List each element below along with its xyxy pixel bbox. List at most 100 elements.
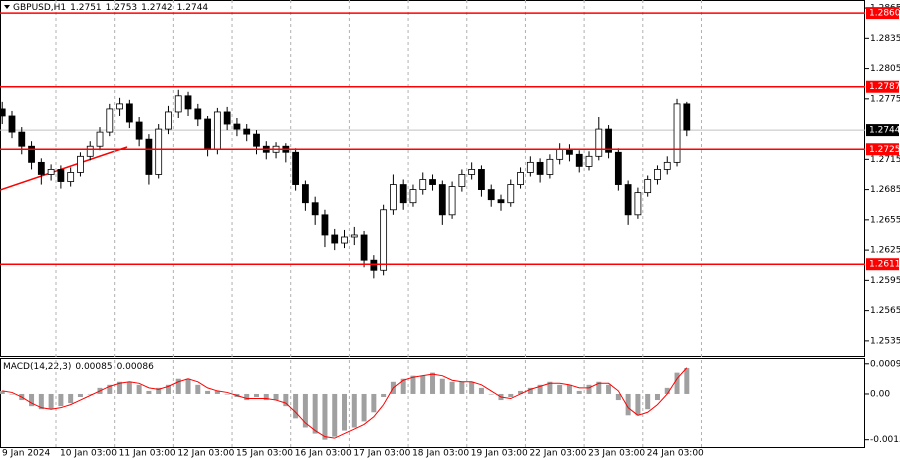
- candle-body: [213, 111, 221, 150]
- macd-bar: [293, 393, 299, 419]
- candle-body: [458, 174, 466, 187]
- macd-bar: [635, 393, 641, 416]
- macd-bar: [312, 393, 318, 434]
- candle-body: [86, 145, 94, 157]
- macd-bar: [302, 393, 308, 428]
- macd-bar: [576, 390, 582, 394]
- x-tick-label: 24 Jan 03:00: [647, 449, 704, 459]
- quote-close: 1.2744: [177, 3, 209, 13]
- signal-line: [2, 367, 688, 439]
- y-tick-label: 1.2565: [870, 306, 900, 316]
- macd-bar: [0, 390, 5, 394]
- macd-bar: [508, 393, 514, 398]
- x-tick-label: 15 Jan 03:00: [236, 449, 293, 459]
- macd-value: 0.00085: [75, 362, 112, 372]
- macd-bar: [68, 393, 74, 404]
- macd-bar: [165, 384, 171, 394]
- x-tick-label: 18 Jan 03:00: [412, 449, 469, 459]
- y-tick-label: 1.2685: [870, 185, 900, 195]
- candle-body: [390, 184, 397, 211]
- signal-value: 0.00086: [117, 362, 154, 372]
- macd-bar: [615, 393, 621, 401]
- macd-bar: [332, 393, 338, 437]
- y-tick-label: 0.00: [870, 389, 890, 399]
- candle-body: [644, 179, 652, 194]
- macd-bar: [156, 387, 162, 394]
- candle-body: [683, 103, 691, 131]
- level-label: 1.2787: [869, 82, 900, 92]
- candle-body: [194, 108, 202, 120]
- macd-panel: [0, 358, 865, 448]
- macd-bar: [606, 384, 612, 394]
- macd-bar: [566, 384, 572, 394]
- macd-bar: [205, 390, 211, 394]
- macd-bar: [527, 387, 533, 394]
- macd-bar: [253, 393, 259, 398]
- candle-body: [28, 145, 35, 163]
- candle-body: [595, 128, 603, 157]
- candle-body: [77, 155, 84, 173]
- candle-body: [233, 123, 241, 130]
- macd-bar: [674, 372, 680, 394]
- x-tick-label: 16 Jan 03:00: [295, 449, 352, 459]
- candle-body: [614, 151, 622, 185]
- candle-body: [624, 184, 632, 216]
- macd-bar: [351, 393, 357, 428]
- symbol: GBPUSD,H1: [13, 3, 66, 13]
- candle-body: [135, 121, 143, 140]
- candle-body: [380, 209, 388, 271]
- candle-body: [341, 236, 348, 244]
- macd-bar: [87, 393, 93, 395]
- candle-body: [184, 95, 192, 110]
- macd-bar: [537, 384, 543, 394]
- macd-bar: [400, 378, 406, 394]
- macd-bar: [478, 387, 484, 394]
- candle-body: [301, 184, 309, 204]
- candle-body: [497, 199, 505, 204]
- candle-body: [370, 259, 378, 271]
- macd-bar: [371, 393, 377, 413]
- candle-body: [526, 161, 534, 173]
- macd-bar: [126, 381, 132, 394]
- x-tick-label: 19 Jan 03:00: [471, 449, 528, 459]
- trend-line: [0, 146, 128, 191]
- macd-header: MACD(14,22,3) 0.00085 0.00086: [3, 362, 154, 372]
- macd-bar: [38, 393, 44, 410]
- candle-body: [18, 131, 26, 147]
- y-tick-label: 1.2805: [870, 64, 900, 74]
- quote-open: 1.2751: [70, 3, 102, 13]
- candle-body: [67, 172, 75, 182]
- macd-bar: [449, 381, 455, 394]
- candle-body: [292, 151, 300, 185]
- candle-body: [546, 158, 554, 175]
- candle-body: [57, 169, 65, 182]
- y-tick-label: 1.2625: [870, 246, 900, 256]
- x-tick-label: 22 Jan 03:00: [529, 449, 586, 459]
- candle-body: [575, 153, 583, 167]
- level-label-box: [866, 258, 899, 271]
- candle-body: [634, 192, 642, 216]
- macd-bar: [645, 393, 651, 410]
- macd-bar: [273, 393, 279, 401]
- y-tick-label: 1.2775: [870, 94, 900, 104]
- candle-body: [663, 161, 671, 170]
- y-tick-label: 1.2595: [870, 276, 900, 286]
- candle-body: [517, 172, 524, 185]
- candle-body: [47, 169, 55, 175]
- x-tick-label: 9 Jan 2024: [2, 449, 50, 459]
- candle-body: [125, 103, 133, 123]
- x-tick-label: 11 Jan 03:00: [119, 449, 176, 459]
- candle-body: [311, 202, 319, 216]
- candle-body: [8, 115, 16, 133]
- macd-bar: [410, 375, 416, 394]
- y-tick-label: 1.2715: [870, 155, 900, 165]
- macd-bar: [518, 390, 524, 394]
- chart-header: GBPUSD,H1 1.2751 1.2753 1.2742 1.2744: [13, 3, 208, 13]
- candle-body: [438, 184, 446, 216]
- y-tick-label: 1.2835: [870, 34, 900, 44]
- macd-bar: [224, 393, 230, 395]
- macd-bar: [117, 381, 123, 394]
- candle-body: [155, 128, 163, 175]
- macd-bar: [488, 393, 494, 395]
